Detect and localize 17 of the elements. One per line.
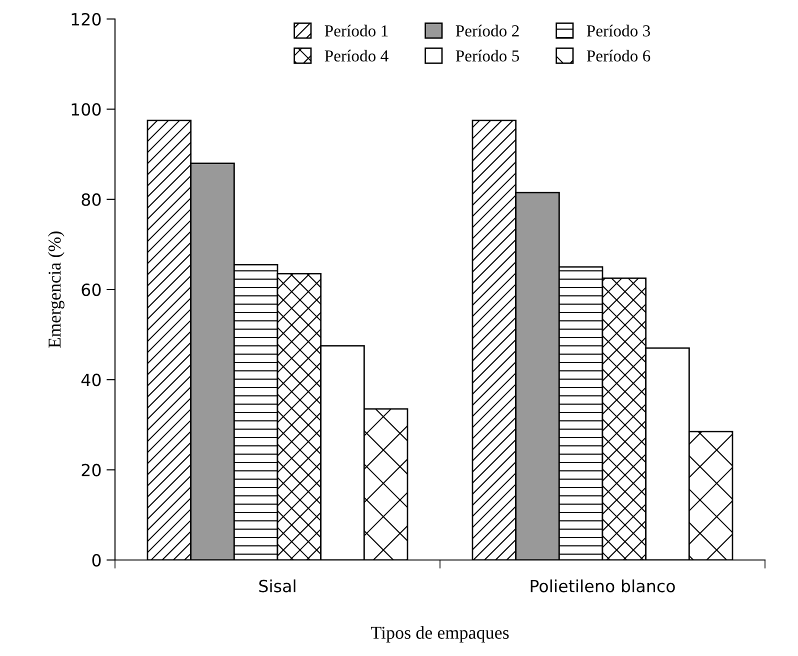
y-tick-label: 20 — [82, 464, 101, 476]
x-tick-label: Sisal — [259, 579, 296, 592]
legend-label: Período 1 — [324, 24, 388, 37]
legend-label: Período 2 — [456, 24, 519, 37]
y-tick-label: 0 — [92, 554, 101, 567]
legend-label: Período 3 — [586, 24, 650, 37]
y-tick-label: 60 — [82, 283, 101, 296]
y-tick-label: 100 — [72, 103, 101, 116]
y-tick-label: 80 — [82, 193, 101, 206]
legend-label: Período 5 — [456, 50, 520, 62]
legend-label: Período 4 — [324, 50, 388, 62]
legend-label: Período 6 — [586, 50, 650, 62]
y-axis-title: Emergencia (%) — [48, 232, 64, 348]
y-tick-label: 120 — [72, 12, 101, 26]
x-axis-title: Tipos de empaques — [370, 626, 509, 643]
y-tick-label: 40 — [81, 374, 101, 386]
x-tick-label: Polietileno blanco — [530, 579, 675, 592]
